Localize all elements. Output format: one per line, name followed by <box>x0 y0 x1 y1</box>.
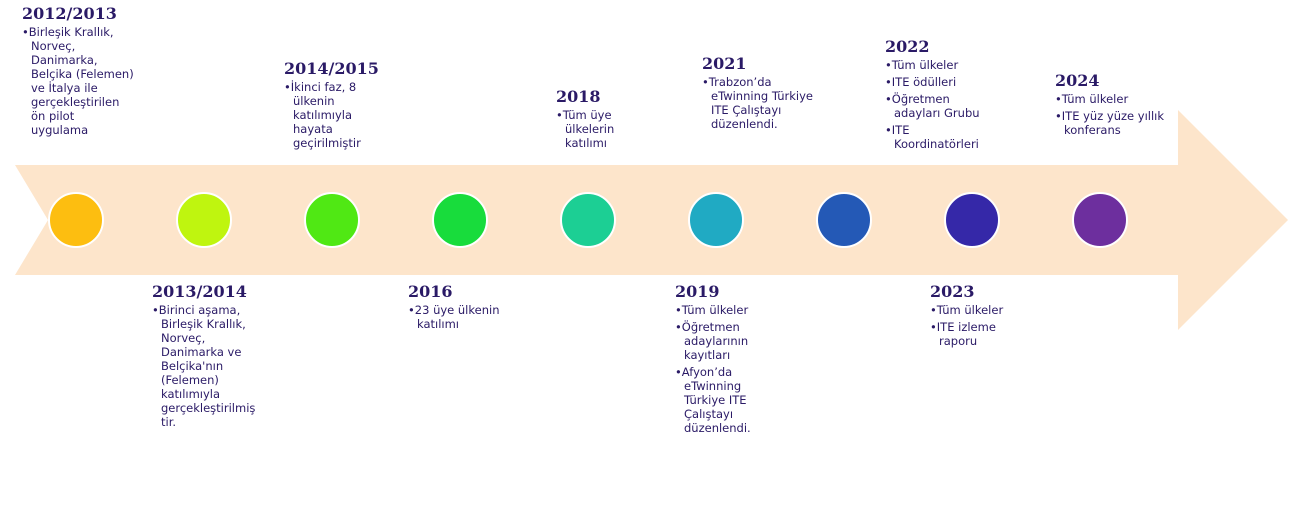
event: 2023 •Tüm ülkeler •ITE izleme raporu <box>930 282 1022 351</box>
timeline-dot <box>1072 192 1128 248</box>
event: 2012/2013 •Birleşik Krallık, Norveç, Dani… <box>22 4 134 140</box>
event-item: •İkinci faz, 8 ülkenin katılımıyla hayat… <box>284 80 361 150</box>
event-year: 2012/2013 <box>22 4 117 23</box>
event-year: 2018 <box>556 87 601 106</box>
event: 2019 •Tüm ülkeler •Öğretmen adaylarının ka… <box>675 282 761 438</box>
event-item: •Trabzon’da eTwinning Türkiye ITE Çalışt… <box>702 75 814 131</box>
event: 2018 •Tüm üye ülkelerin katılımı <box>556 87 628 153</box>
event-item: •ITE Koordinatörleri <box>885 123 979 151</box>
event-item: •ITE ödülleri <box>885 75 957 89</box>
event: 2014/2015 •İkinci faz, 8 ülkenin katılımı… <box>284 59 379 153</box>
timeline-dot <box>176 192 232 248</box>
event-year: 2014/2015 <box>284 59 379 78</box>
event-item: •ITE yüz yüze yıllık konferans <box>1055 109 1165 137</box>
event-year: 2019 <box>675 282 720 301</box>
event-item: •Tüm üye ülkelerin katılımı <box>556 108 615 150</box>
event-item: •ITE izleme raporu <box>930 320 996 348</box>
event-item: •Öğretmen adayları Grubu <box>885 92 980 120</box>
event: 2013/2014 •Birinci aşama, Birleşik Krallı… <box>152 282 258 432</box>
event-item: •Tüm ülkeler <box>885 58 959 72</box>
timeline-dot <box>560 192 616 248</box>
event-year: 2024 <box>1055 71 1100 90</box>
event-item: •Afyon’da eTwinning Türkiye ITE Çalıştay… <box>675 365 751 435</box>
event-item: •Öğretmen adaylarının kayıtları <box>675 320 749 362</box>
event-item: •Tüm ülkeler <box>930 303 1004 317</box>
timeline-dot <box>944 192 1000 248</box>
event-item: •Birleşik Krallık, Norveç, Danimarka, Be… <box>22 25 134 137</box>
event-item: •Tüm ülkeler <box>675 303 749 317</box>
event-year: 2023 <box>930 282 975 301</box>
event-year: 2021 <box>702 54 747 73</box>
timeline-dot <box>48 192 104 248</box>
event: 2024 •Tüm ülkeler •ITE yüz yüze yıllık kon… <box>1055 71 1167 140</box>
event-item: •Tüm ülkeler <box>1055 92 1129 106</box>
timeline-dot <box>816 192 872 248</box>
timeline-dot <box>688 192 744 248</box>
timeline-dot <box>304 192 360 248</box>
arrow <box>15 110 1288 330</box>
event-year: 2013/2014 <box>152 282 247 301</box>
event: 2016 •23 üye ülkenin katılımı <box>408 282 518 334</box>
event-year: 2022 <box>885 37 930 56</box>
event-item: •23 üye ülkenin katılımı <box>408 303 500 331</box>
event-year: 2016 <box>408 282 453 301</box>
event: 2022 •Tüm ülkeler •ITE ödülleri •Öğretmen a… <box>885 37 997 154</box>
event: 2021 •Trabzon’da eTwinning Türkiye ITE Ça… <box>702 54 832 134</box>
timeline-dot <box>432 192 488 248</box>
event-item: •Birinci aşama, Birleşik Krallık, Norveç… <box>152 303 256 429</box>
